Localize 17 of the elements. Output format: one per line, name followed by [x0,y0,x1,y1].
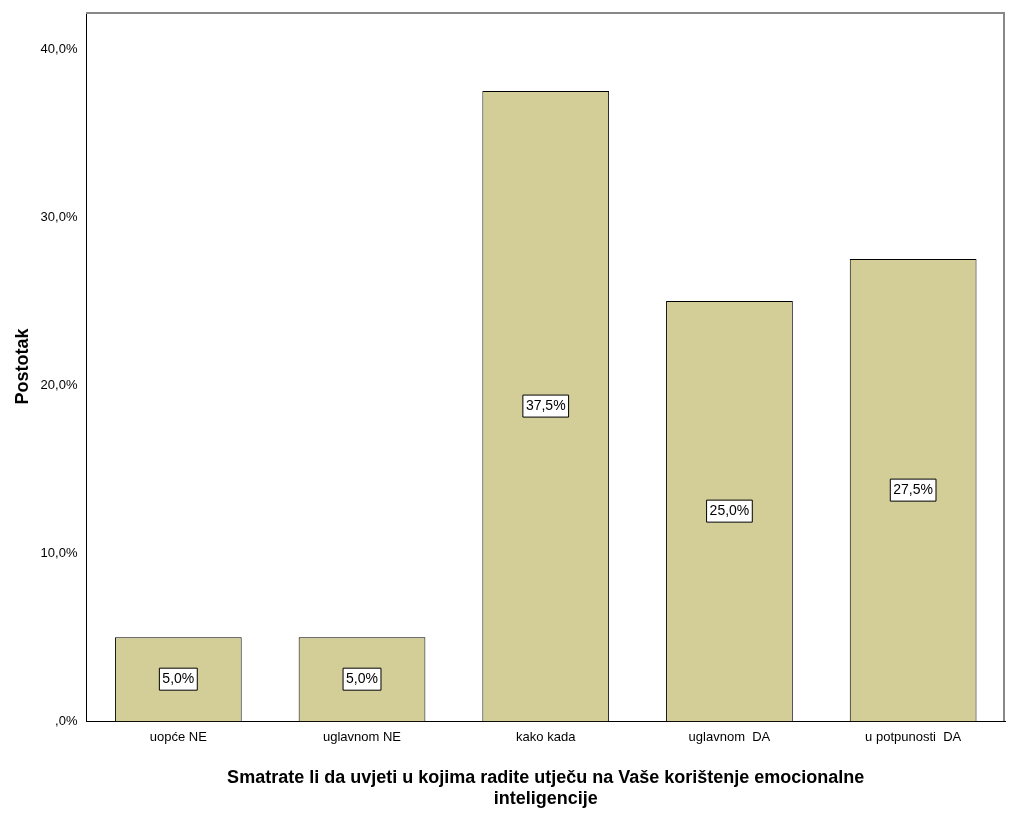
data-label: 5,0% [162,670,195,687]
x-tick-label: uopće NE [149,728,208,744]
y-axis-title: Postotak [11,327,32,405]
y-tick-label: 40,0% [40,40,78,56]
data-label: 5,0% [346,670,378,687]
x-tick-label: uglavnom DA [688,728,771,744]
x-tick-label: uglavnom NE [323,728,402,744]
y-tick-label: 10,0% [40,544,78,560]
y-tick-label: ,0% [55,712,78,728]
data-label: 27,5% [893,480,933,497]
y-tick-label: 30,0% [40,208,78,224]
x-tick-label: u potpunosti DA [865,728,962,744]
data-label: 25,0% [709,501,750,518]
data-label: 37,5% [525,396,566,413]
x-tick-label: kako kada [516,728,577,744]
y-tick-label: 20,0% [40,376,78,392]
x-axis-title: Smatrate li da uvjeti u kojima radite utječu na Vaše korištenje emocionalne inteligencije [227,766,865,809]
